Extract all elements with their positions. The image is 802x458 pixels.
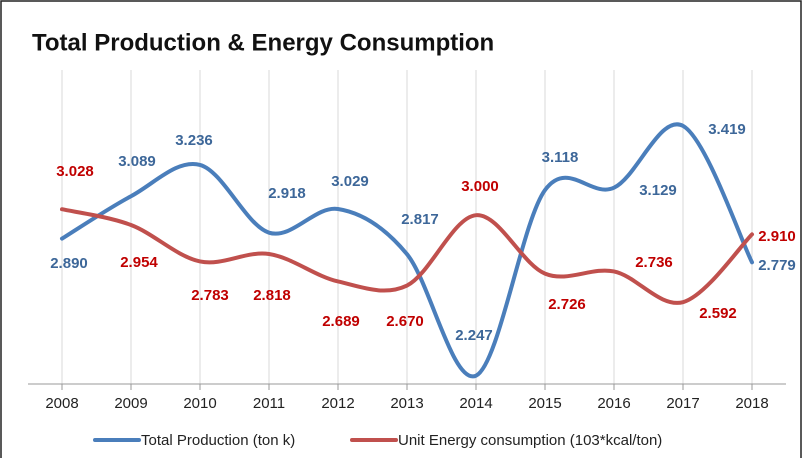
data-label: 3.089 xyxy=(118,153,156,170)
x-tick-label: 2015 xyxy=(528,395,561,412)
data-label: 3.129 xyxy=(639,182,677,199)
data-label: 2.783 xyxy=(191,287,229,304)
x-tick-label: 2013 xyxy=(390,395,423,412)
data-label: 2.736 xyxy=(635,254,673,271)
data-label: 3.000 xyxy=(461,178,499,195)
x-tick-label: 2014 xyxy=(459,395,492,412)
data-label: 2.910 xyxy=(758,228,796,245)
x-tick-label: 2008 xyxy=(45,395,78,412)
x-tick-label: 2017 xyxy=(666,395,699,412)
series-line xyxy=(60,207,754,305)
data-label: 2.689 xyxy=(322,313,360,330)
chart-title: Total Production & Energy Consumption xyxy=(32,29,494,56)
data-label: 2.818 xyxy=(253,287,291,304)
data-label: 2.670 xyxy=(386,313,424,330)
data-label: 2.247 xyxy=(455,327,493,344)
data-label: 3.029 xyxy=(331,173,369,190)
x-tick-label: 2009 xyxy=(114,395,147,412)
x-tick-label: 2012 xyxy=(321,395,354,412)
x-tick-label: 2010 xyxy=(183,395,216,412)
legend-label: Unit Energy consumption (103*kcal/ton) xyxy=(398,432,662,449)
data-label: 3.419 xyxy=(708,121,746,138)
data-label: 2.779 xyxy=(758,257,796,274)
series-line xyxy=(60,122,754,379)
data-label: 2.890 xyxy=(50,255,88,272)
legend-label: Total Production (ton k) xyxy=(141,432,295,449)
data-label: 2.726 xyxy=(548,296,586,313)
data-label: 3.028 xyxy=(56,163,94,180)
data-label: 2.592 xyxy=(699,305,737,322)
x-tick-label: 2018 xyxy=(735,395,768,412)
x-tick-label: 2011 xyxy=(253,395,285,412)
data-label: 2.954 xyxy=(120,254,158,271)
data-label: 3.236 xyxy=(175,132,213,149)
data-label: 3.118 xyxy=(542,149,579,166)
data-label: 2.918 xyxy=(268,185,306,202)
x-tick-label: 2016 xyxy=(597,395,630,412)
data-label: 2.817 xyxy=(401,211,439,228)
